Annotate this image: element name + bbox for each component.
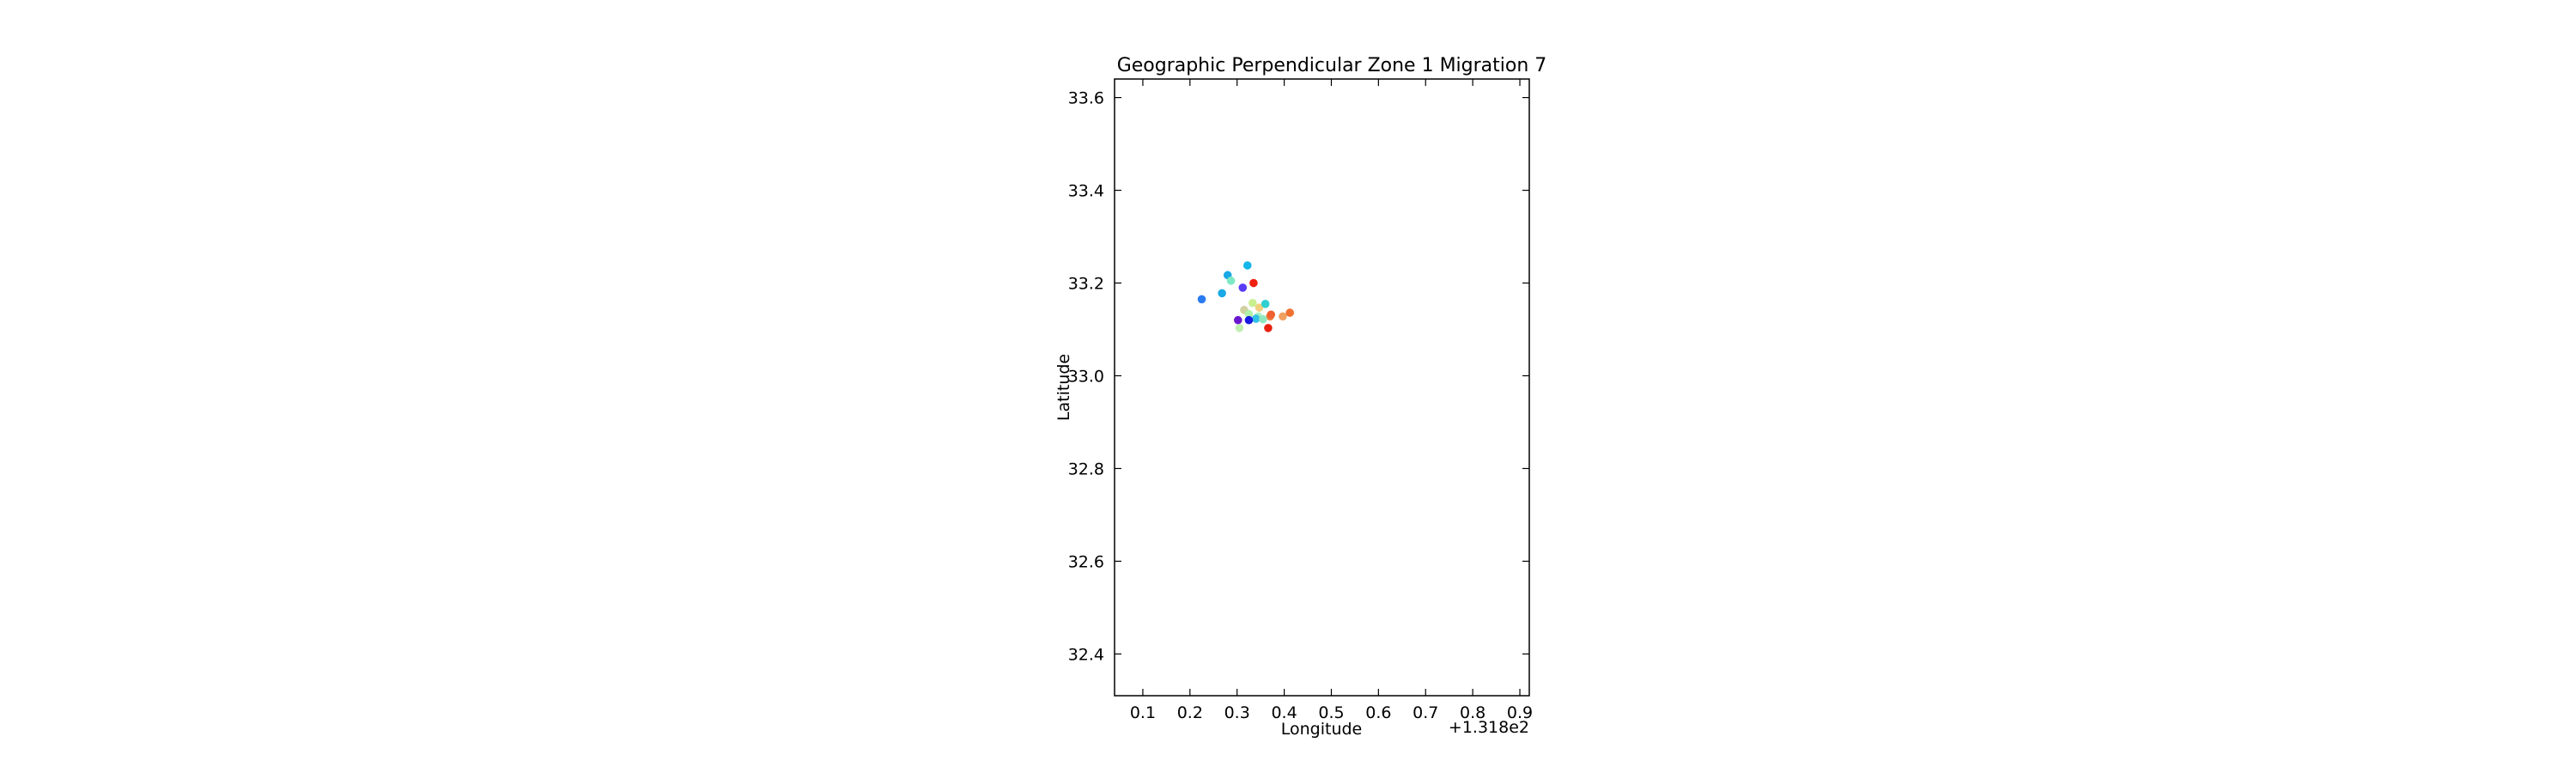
y-tick-label: 33.6	[1068, 89, 1104, 108]
y-tick-label: 32.6	[1068, 552, 1104, 571]
scatter-point	[1267, 310, 1276, 320]
y-tick-label: 32.4	[1068, 645, 1104, 664]
y-tick-label: 32.8	[1068, 460, 1104, 478]
x-tick-label: 0.5	[1318, 703, 1344, 722]
scatter-point	[1255, 303, 1264, 312]
data-points	[1197, 261, 1294, 332]
scatter-point	[1226, 277, 1236, 285]
x-tick-label: 0.2	[1177, 703, 1203, 722]
scatter-point	[1234, 315, 1242, 325]
x-axis-label: Longitude	[1281, 720, 1363, 739]
y-tick-label: 33.2	[1068, 275, 1104, 294]
scatter-point	[1238, 283, 1248, 292]
scatter-point	[1218, 289, 1226, 298]
y-axis-label: Latitude	[1054, 354, 1073, 421]
scatter-point	[1244, 315, 1254, 325]
y-tick-label: 33.0	[1068, 368, 1104, 386]
x-tick-label: 0.1	[1130, 703, 1156, 722]
y-tick-label: 33.4	[1068, 182, 1104, 201]
chart-title: Geographic Perpendicular Zone 1 Migratio…	[1117, 55, 1547, 76]
scatter-point	[1244, 309, 1254, 319]
scatter-point	[1264, 324, 1273, 332]
x-tick-label: 0.8	[1460, 703, 1485, 722]
scatter-point	[1279, 312, 1287, 321]
scatter-point	[1235, 324, 1244, 332]
scatter-point	[1249, 298, 1257, 307]
scatter-point	[1197, 295, 1206, 304]
plot-area-frame	[1114, 78, 1530, 697]
scatter-point	[1259, 314, 1267, 324]
x-axis: 0.1 0.2 0.3 0.4 0.5 0.6 0.7 0.8 0.9	[1130, 79, 1533, 722]
x-axis-offset-label: +1.318e2	[1449, 718, 1529, 737]
scatter-point	[1249, 278, 1258, 288]
scatter-point	[1251, 314, 1261, 323]
x-tick-label: 0.3	[1224, 703, 1250, 722]
scatter-point	[1285, 308, 1294, 317]
x-tick-label: 0.7	[1413, 703, 1438, 722]
x-tick-label: 0.9	[1507, 703, 1533, 722]
x-tick-label: 0.6	[1365, 703, 1391, 722]
y-axis: 32.4 32.6 32.8 33.0 33.2 33.4 33.6	[1068, 89, 1529, 664]
scatter-point	[1261, 300, 1270, 308]
scatter-point	[1242, 261, 1252, 270]
x-tick-label: 0.4	[1271, 703, 1297, 722]
